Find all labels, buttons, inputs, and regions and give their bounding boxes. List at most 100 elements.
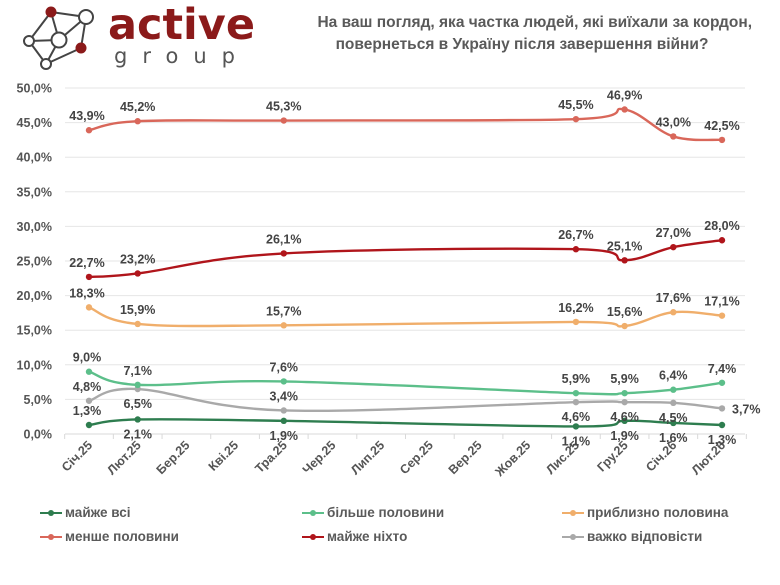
data-point [134,381,141,389]
data-label: 15,7% [266,304,301,318]
legend-item: приблизно половина [562,505,728,520]
data-point [621,257,628,264]
data-point [621,398,628,406]
x-tick-label: Сер.25 [397,438,436,477]
data-label: 1,9% [610,429,639,443]
data-point [718,379,726,386]
data-point [85,304,93,311]
data-point [572,246,580,253]
data-point [572,318,580,326]
legend-item: важко відповісти [562,529,702,544]
data-point [134,320,141,328]
data-label: 28,0% [704,219,739,233]
y-tick-label: 10,0% [17,358,52,372]
data-point [718,421,726,429]
data-point [670,309,677,316]
data-label: 17,1% [704,295,739,309]
legend-swatch [562,508,584,518]
data-point [572,398,580,406]
x-tick-label: Січ.25 [59,438,95,474]
data-label: 7,4% [708,362,737,376]
legend-label: майже ніхто [327,529,408,544]
series-line-3 [88,107,723,142]
x-tick-label: Жов.25 [492,438,534,480]
data-point [621,389,628,397]
legend-item: більше половини [302,505,444,520]
data-point [718,237,726,244]
x-tick-label: Кві.25 [206,438,242,474]
data-label: 1,3% [73,404,102,418]
legend-item: майже ніхто [302,529,407,544]
chart-title-line-1: На ваш погляд, яка частка людей, які виї… [317,14,752,31]
data-point [85,127,93,134]
data-label: 26,1% [266,232,301,246]
y-tick-label: 45,0% [17,116,52,130]
data-point [718,405,726,412]
data-point [134,270,141,277]
data-label: 1,6% [659,431,688,445]
data-label: 27,0% [656,226,691,240]
data-label: 17,6% [656,291,691,305]
data-label: 4,6% [610,410,639,424]
data-point [280,378,287,385]
data-label: 25,1% [607,239,642,253]
y-tick-label: 40,0% [17,151,52,165]
data-point [280,250,287,257]
data-label: 1,1% [562,434,591,448]
legend-label: майже всі [65,505,131,520]
data-point [280,407,287,414]
logo-word-active: active [108,0,255,50]
legend-swatch [302,508,324,518]
legend-swatch [562,532,584,542]
data-label: 9,0% [73,351,102,365]
series-line-4 [88,239,723,279]
series-line-1 [88,370,723,396]
active-group-logo: active group [14,0,255,70]
data-label: 45,3% [266,100,301,114]
data-label: 23,2% [120,252,155,266]
data-label: 6,5% [123,397,152,411]
legend-label: більше половини [327,505,445,520]
data-label: 3,4% [270,389,299,403]
data-point [572,115,580,123]
legend-label: менше половини [65,529,179,544]
network-logo-icon [23,6,94,70]
legend-swatch [40,508,62,518]
data-point [85,368,93,375]
x-tick-label: Чер.25 [300,438,339,477]
x-tick-label: Лют.25 [105,438,144,477]
data-label: 16,2% [558,301,593,315]
chart-legend: майже всі більше половини приблизно полови… [40,505,780,555]
x-tick-label: Гру.25 [594,438,630,474]
data-label: 2,1% [123,427,152,441]
data-point [572,423,580,430]
data-label: 46,9% [607,88,642,102]
data-label: 43,9% [69,109,104,123]
data-point [670,419,677,427]
series-line-2 [88,306,723,328]
data-point [670,399,677,407]
data-point [718,136,726,144]
x-tick-label: Тра.25 [252,438,290,476]
data-point [572,389,580,397]
y-tick-label: 35,0% [17,185,52,199]
data-label: 4,6% [562,410,591,424]
y-tick-label: 15,0% [17,324,52,338]
y-tick-label: 25,0% [17,255,52,269]
x-tick-label: Бер.25 [154,438,193,477]
data-point [134,416,141,423]
data-point [670,133,677,140]
data-point [280,117,287,124]
data-label: 15,6% [607,305,642,319]
data-label: 5,9% [562,372,591,386]
legend-label: важко відповісти [587,529,703,544]
series-line-0 [88,417,723,428]
x-tick-label: Вер.25 [446,438,485,477]
data-point [621,417,628,425]
y-tick-label: 0,0% [24,428,53,442]
data-point [621,106,628,113]
series-line-5 [88,387,723,413]
data-point [85,273,93,281]
data-label: 7,6% [270,360,299,374]
